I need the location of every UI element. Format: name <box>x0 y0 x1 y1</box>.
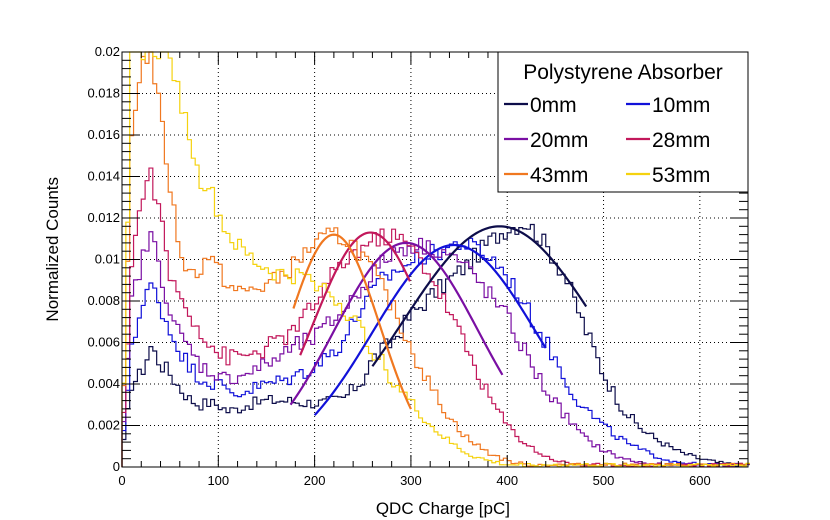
axis-layer: 0 100 200 300 400 500 600 0 0.002 0.004 0.006 0.008… <box>87 44 748 488</box>
legend-label-53mm: 53mm <box>652 164 710 187</box>
x-tick-label: 400 <box>496 473 518 488</box>
series-line-28mm <box>121 167 750 468</box>
series-line-10mm <box>121 237 750 468</box>
legend-title: Polystyrene Absorber <box>523 61 723 84</box>
legend-entries: 0mm 10mm 20mm 28mm 43mm 53mm <box>504 94 710 187</box>
x-tick-label: 600 <box>689 473 711 488</box>
legend-label-10mm: 10mm <box>652 94 710 117</box>
series-layer <box>121 51 750 468</box>
y-tick-label: 0.006 <box>87 335 120 350</box>
y-tick-label: 0.016 <box>87 127 120 142</box>
x-axis-title: QDC Charge [pC] <box>376 499 510 518</box>
y-tick-label: 0.008 <box>87 293 120 308</box>
fit-line-28mm <box>299 231 411 356</box>
fit-line-43mm <box>292 233 412 410</box>
legend-label-0mm: 0mm <box>530 94 577 117</box>
x-tick-label: 0 <box>118 473 125 488</box>
x-tick-label: 500 <box>593 473 615 488</box>
x-tick-label: 100 <box>207 473 229 488</box>
y-tick-label: 0.02 <box>95 44 120 59</box>
x-tick-label: 200 <box>304 473 326 488</box>
legend-label-28mm: 28mm <box>652 129 710 152</box>
y-tick-label: 0.018 <box>87 86 120 101</box>
series-line-20mm <box>121 231 750 468</box>
y-tick-label: 0 <box>113 459 120 474</box>
x-tick-label: 300 <box>400 473 422 488</box>
series-line-0mm <box>121 223 750 467</box>
legend-label-43mm: 43mm <box>530 164 588 187</box>
fit-line-20mm <box>289 241 504 406</box>
y-axis-title: Normalized Counts <box>43 177 62 322</box>
series-line-53mm <box>121 51 750 468</box>
legend: Polystyrene Absorber 0mm 10mm 20mm 28mm 43mm… <box>497 51 749 193</box>
y-tick-label: 0.002 <box>87 418 120 433</box>
legend-label-20mm: 20mm <box>530 129 588 152</box>
y-tick-label: 0.014 <box>87 169 120 184</box>
y-tick-label: 0.004 <box>87 376 120 391</box>
y-tick-label: 0.012 <box>87 210 120 225</box>
series-line-43mm <box>121 51 750 468</box>
fit-layer <box>289 225 588 416</box>
fit-line-0mm <box>371 225 588 367</box>
legend-box <box>497 51 749 193</box>
y-tick-label: 0.01 <box>95 252 120 267</box>
